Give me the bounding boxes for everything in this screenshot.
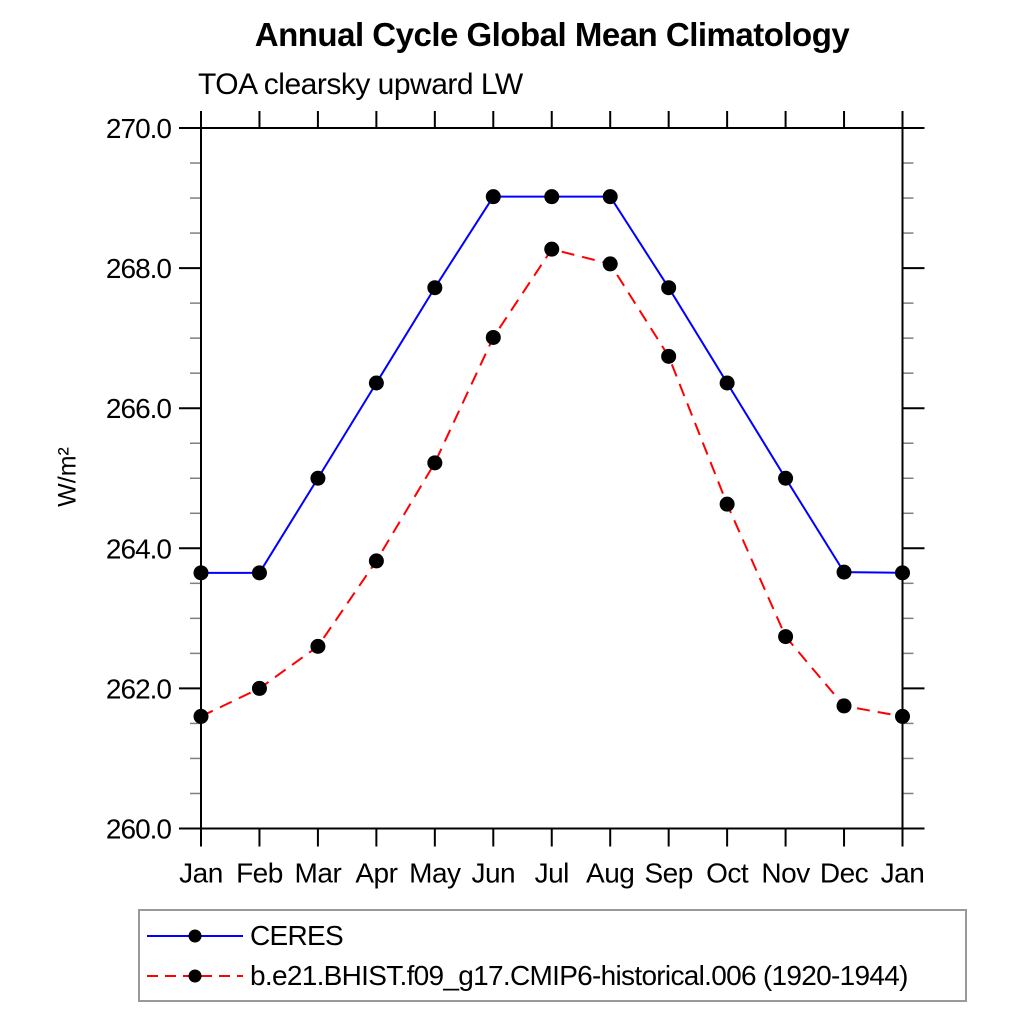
legend-marker-dot — [188, 969, 202, 982]
series-line-1 — [200, 248, 903, 718]
data-point-marker — [544, 189, 560, 205]
data-point-marker — [778, 470, 794, 486]
data-point-marker — [544, 241, 560, 257]
data-point-marker — [836, 564, 852, 580]
data-point-marker — [368, 553, 384, 569]
data-point-marker — [193, 708, 209, 724]
x-axis-tick-label: Jun — [471, 858, 515, 889]
y-axis-tick-label: 266.0 — [106, 393, 171, 424]
data-point-marker — [251, 680, 267, 696]
data-point-marker — [368, 375, 384, 391]
legend-row: CERES — [145, 916, 965, 956]
data-point-marker — [251, 565, 267, 581]
y-axis-tick-label: 268.0 — [106, 253, 171, 284]
data-point-marker — [602, 256, 618, 272]
legend-sample-line — [147, 929, 243, 942]
data-point-marker — [485, 329, 501, 345]
data-point-marker — [485, 189, 501, 205]
x-axis-tick-label: Aug — [586, 858, 634, 889]
data-point-marker — [719, 375, 735, 391]
data-point-marker — [719, 496, 735, 512]
data-point-marker — [895, 565, 910, 581]
x-axis-tick-label: Feb — [236, 858, 283, 889]
x-axis-tick-label: Sep — [645, 858, 693, 889]
data-point-marker — [427, 455, 443, 471]
data-point-marker — [602, 189, 618, 205]
x-axis-tick-label: Jan — [179, 858, 223, 889]
data-point-marker — [895, 708, 910, 724]
y-axis-tick-label: 262.0 — [106, 673, 171, 704]
legend-box: CERES b.e21.BHIST.f09_g17.CMIP6-historica… — [138, 909, 967, 1002]
data-point-marker — [661, 348, 677, 364]
legend-row: b.e21.BHIST.f09_g17.CMIP6-historical.006… — [145, 956, 965, 996]
y-axis-tick-label: 264.0 — [106, 533, 171, 564]
x-axis-tick-label: Nov — [761, 858, 810, 889]
x-axis-tick-label: Jan — [881, 858, 925, 889]
x-axis-tick-label: May — [409, 858, 461, 889]
data-point-marker — [193, 565, 209, 581]
legend-marker-dot — [188, 929, 202, 942]
data-point-marker — [310, 638, 326, 654]
x-axis-tick-label: Apr — [355, 858, 397, 889]
data-point-marker — [778, 629, 794, 645]
data-point-marker — [836, 698, 852, 714]
x-axis-tick-label: Mar — [295, 858, 342, 889]
legend-label: CERES — [250, 919, 344, 951]
data-point-marker — [661, 280, 677, 296]
legend-label: b.e21.BHIST.f09_g17.CMIP6-historical.006… — [250, 959, 908, 991]
x-axis-tick-label: Dec — [820, 858, 869, 889]
y-axis-tick-label: 260.0 — [106, 814, 171, 845]
x-axis-tick-label: Jul — [535, 858, 569, 889]
chart-subtitle: TOA clearsky upward LW — [198, 68, 523, 101]
data-point-marker — [427, 280, 443, 296]
plot-frame — [200, 127, 904, 830]
x-axis-tick-label: Oct — [706, 858, 749, 889]
y-axis-tick-label: 270.0 — [106, 113, 171, 144]
data-point-marker — [310, 470, 326, 486]
legend-sample-line — [147, 969, 243, 982]
chart-title: Annual Cycle Global Mean Climatology — [254, 16, 850, 53]
